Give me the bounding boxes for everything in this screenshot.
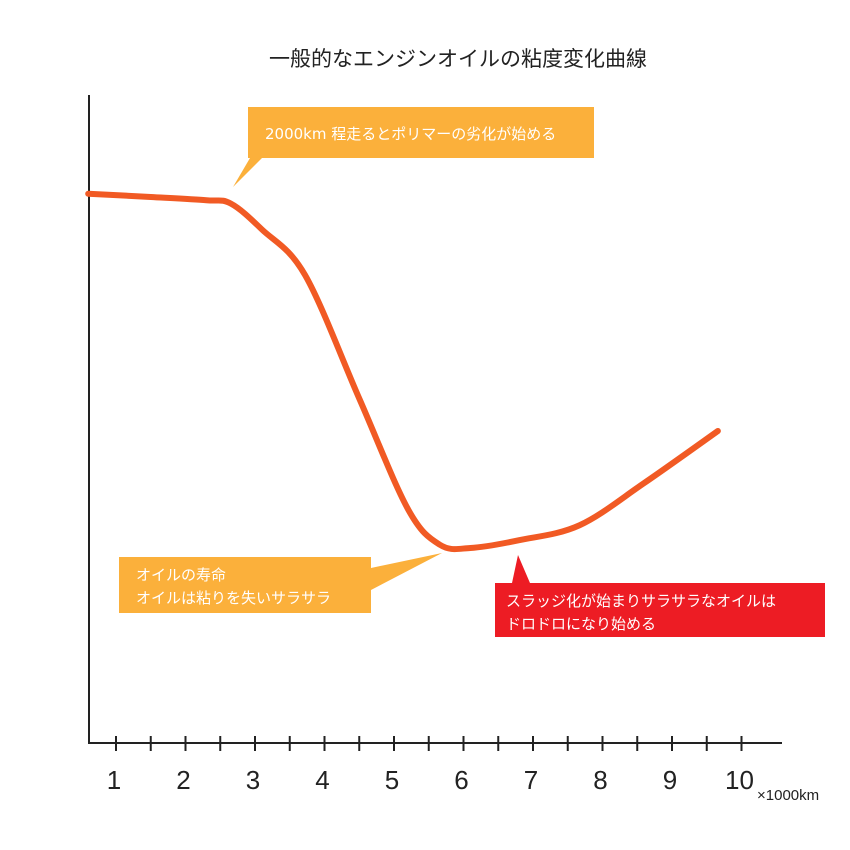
x-tick-label: 9	[663, 765, 677, 795]
callout-polymer-box	[233, 107, 594, 187]
callout-oil-life-line1: オイルの寿命	[136, 566, 226, 584]
x-tick-label: 3	[246, 765, 260, 795]
callout-sludge-line2: ドロドロになり始める	[506, 615, 656, 633]
x-tick-label: 10	[725, 765, 754, 795]
x-axis-unit: ×1000km	[757, 787, 819, 804]
callout-oil-life-box	[119, 553, 442, 613]
x-tick-label: 4	[315, 765, 329, 795]
x-tick-label: 5	[385, 765, 399, 795]
callout-oil-life-line2: オイルは粘りを失いサラサラ	[136, 589, 331, 607]
callout-polymer: 2000km 程走るとポリマーの劣化が始める	[233, 107, 594, 187]
x-tick-label: 8	[593, 765, 607, 795]
viscosity-curve	[85, 190, 721, 553]
x-tick-label: 2	[176, 765, 190, 795]
callout-sludge-box	[495, 555, 825, 637]
x-tick-label: 1	[107, 765, 121, 795]
callout-oil-life: オイルの寿命 オイルは粘りを失いサラサラ	[119, 553, 442, 613]
chart-title: 一般的なエンジンオイルの粘度変化曲線	[269, 47, 647, 71]
x-tick-label: 6	[454, 765, 468, 795]
callout-sludge: スラッジ化が始まりサラサラなオイルは ドロドロになり始める	[495, 555, 825, 637]
x-tick-label: 7	[524, 765, 538, 795]
callout-polymer-text: 2000km 程走るとポリマーの劣化が始める	[265, 125, 556, 143]
callout-sludge-line1: スラッジ化が始まりサラサラなオイルは	[506, 592, 776, 610]
